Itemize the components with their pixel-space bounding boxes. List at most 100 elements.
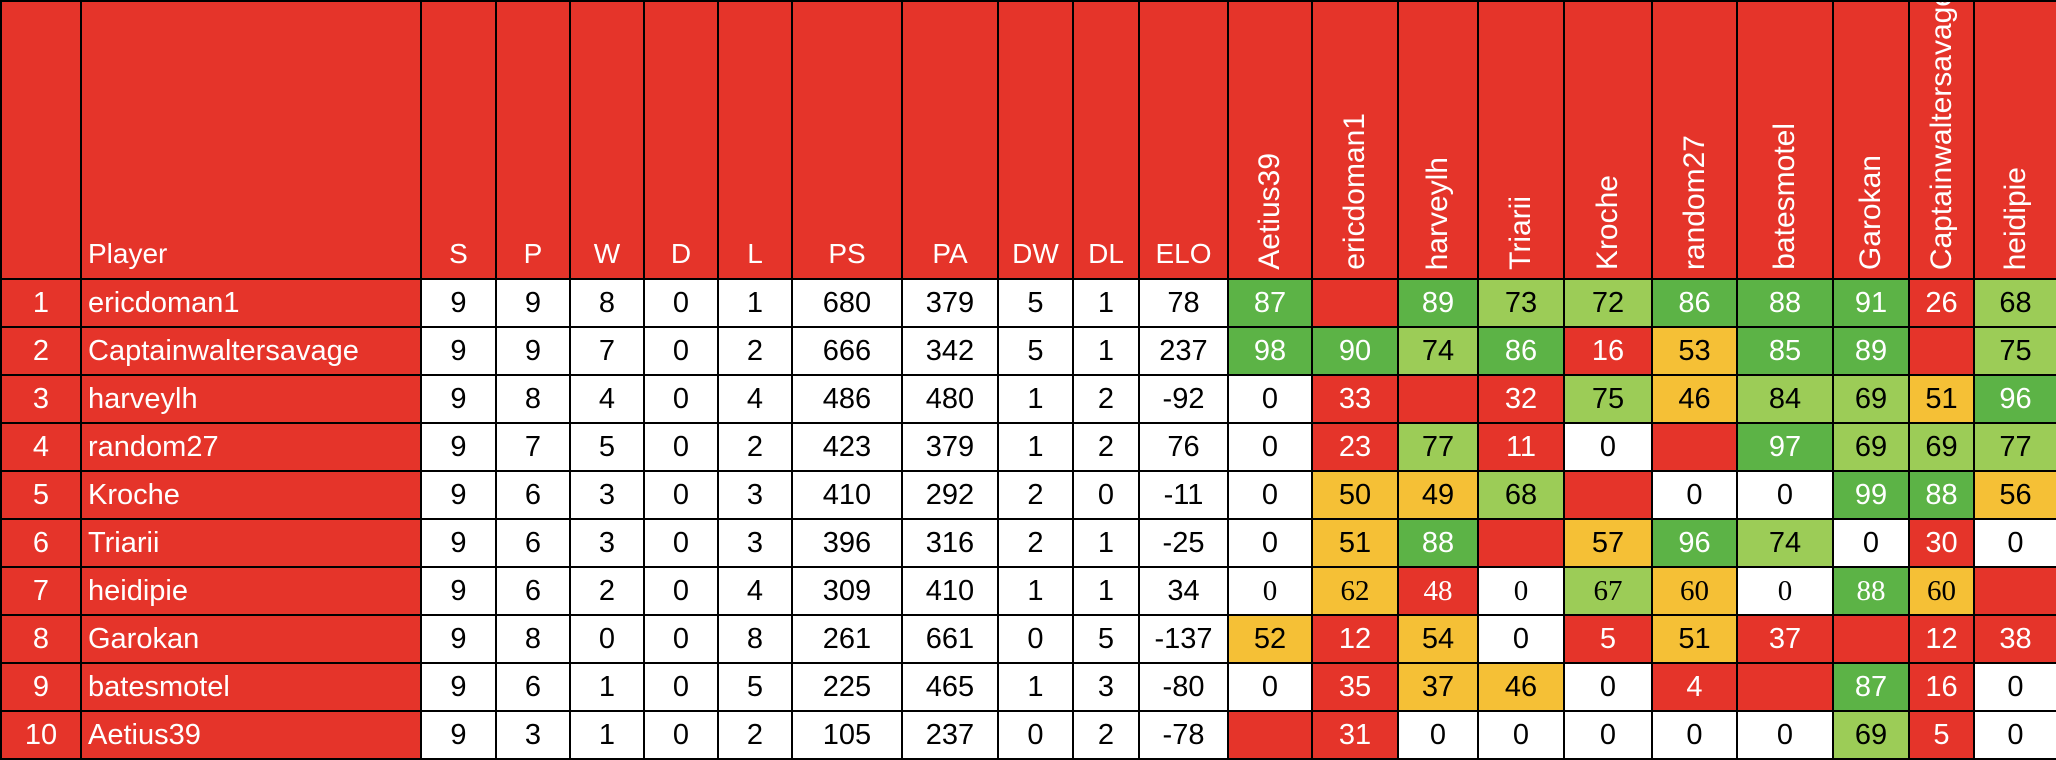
rank-cell: 2 [0,326,82,376]
matchup-cell-aetius39: 87 [1227,278,1313,328]
stat-cell-pa: 342 [901,326,999,376]
matchup-cell-kroche: 72 [1563,278,1653,328]
matchup-cell-aetius39: 0 [1227,662,1313,712]
stat-cell-ps: 225 [791,662,903,712]
matchup-cell-heidipie: 96 [1973,374,2056,424]
matchup-cell-kroche: 0 [1563,710,1653,760]
table-row: 9 batesmotel 9 6 1 0 5 225 465 1 3 -80 0 35 37 46 0 4 87 16… [0,662,2056,712]
matchup-cell-kroche: 16 [1563,326,1653,376]
matchup-cell-harveylh: 54 [1397,614,1479,664]
matchup-cell-kroche: 0 [1563,662,1653,712]
player-name-cell: Garokan [80,614,422,664]
stat-cell-w: 7 [569,326,645,376]
rank-cell: 9 [0,662,82,712]
stat-cell-dw: 2 [997,470,1074,520]
opponent-header-label: random27 [1677,134,1711,270]
stat-cell-ps: 486 [791,374,903,424]
player-header: Player [80,0,422,280]
stat-cell-dw: 5 [997,326,1074,376]
stat-header-dw: DW [997,0,1074,280]
opponent-header-label: Garokan [1854,154,1887,270]
matchup-cell-batesmotel: 0 [1736,710,1834,760]
matchup-cell-ericdoman1: 12 [1311,614,1399,664]
stat-cell-w: 3 [569,518,645,568]
matchup-cell-triarii: 0 [1477,566,1565,616]
stat-cell-s: 9 [420,566,497,616]
rank-cell: 1 [0,278,82,328]
opponent-header-random27: random27 [1651,0,1738,280]
stat-cell-dl: 2 [1072,374,1140,424]
matchup-cell-garokan: 89 [1832,326,1910,376]
opponent-header-ericdoman1: ericdoman1 [1311,0,1399,280]
matchup-cell-triarii: 46 [1477,662,1565,712]
opponent-header-label: heidipie [1998,166,2032,270]
opponent-header-label: ericdoman1 [1338,113,1371,270]
stat-cell-elo: -80 [1138,662,1229,712]
stat-header-d: D [643,0,719,280]
matchup-cell-kroche: 67 [1563,566,1653,616]
matchup-cell-harveylh: 0 [1397,710,1479,760]
stat-cell-pa: 379 [901,278,999,328]
matchup-cell-batesmotel: 97 [1736,422,1834,472]
matchup-cell-heidipie: 0 [1973,710,2056,760]
stat-cell-elo: 78 [1138,278,1229,328]
matchup-cell-garokan: 69 [1832,374,1910,424]
matchup-cell-random27: 86 [1651,278,1738,328]
table-row: 8 Garokan 9 8 0 0 8 261 661 0 5 -137 52 12 54 0 5 51 37 12 3… [0,614,2056,664]
matchup-cell-garokan: 0 [1832,518,1910,568]
opponent-header-kroche: Kroche [1563,0,1653,280]
stat-cell-ps: 105 [791,710,903,760]
matchup-cell-harveylh: 74 [1397,326,1479,376]
player-name-cell: Triarii [80,518,422,568]
stat-cell-w: 0 [569,614,645,664]
matchup-cell-kroche: 75 [1563,374,1653,424]
stat-cell-l: 4 [717,374,793,424]
opponent-header-captainwaltersavage: Captainwaltersavage [1908,0,1975,280]
stat-cell-elo: 34 [1138,566,1229,616]
matchup-cell-captainwaltersavage: 69 [1908,422,1975,472]
stat-cell-ps: 396 [791,518,903,568]
stat-cell-dw: 1 [997,662,1074,712]
stat-cell-dl: 1 [1072,566,1140,616]
matchup-cell-garokan: 69 [1832,710,1910,760]
stat-cell-d: 0 [643,326,719,376]
matchup-cell-ericdoman1: 31 [1311,710,1399,760]
matchup-cell-aetius39: 0 [1227,518,1313,568]
opponent-header-label: Captainwaltersavage [1924,1,1958,270]
stat-cell-dw: 1 [997,374,1074,424]
stat-cell-ps: 680 [791,278,903,328]
stat-cell-d: 0 [643,374,719,424]
stat-cell-elo: 76 [1138,422,1229,472]
stat-cell-l: 3 [717,470,793,520]
stat-cell-l: 8 [717,614,793,664]
matchup-cell-captainwaltersavage [1908,326,1975,376]
stat-cell-pa: 480 [901,374,999,424]
stat-cell-dl: 5 [1072,614,1140,664]
stat-cell-p: 8 [495,614,571,664]
matchup-cell-aetius39: 0 [1227,470,1313,520]
table-row: 3 harveylh 9 8 4 0 4 486 480 1 2 -92 0 33 32 75 46 84 69 51… [0,374,2056,424]
matchup-cell-captainwaltersavage: 88 [1908,470,1975,520]
stat-cell-ps: 423 [791,422,903,472]
player-name-cell: harveylh [80,374,422,424]
player-name-cell: heidipie [80,566,422,616]
stat-cell-dw: 2 [997,518,1074,568]
player-name-cell: ericdoman1 [80,278,422,328]
matchup-cell-aetius39: 0 [1227,566,1313,616]
matchup-cell-random27: 46 [1651,374,1738,424]
matchup-cell-random27: 60 [1651,566,1738,616]
stat-cell-p: 6 [495,662,571,712]
opponent-header-label: Aetius39 [1253,153,1286,270]
rank-cell: 4 [0,422,82,472]
stat-cell-w: 2 [569,566,645,616]
matchup-cell-garokan: 91 [1832,278,1910,328]
matchup-cell-random27 [1651,422,1738,472]
stat-header-dl: DL [1072,0,1140,280]
stat-header-w: W [569,0,645,280]
stat-cell-elo: 237 [1138,326,1229,376]
table-row: 5 Kroche 9 6 3 0 3 410 292 2 0 -11 0 50 49 68 0 0 99 88 56 [0,470,2056,520]
matchup-cell-heidipie: 75 [1973,326,2056,376]
stat-cell-elo: -25 [1138,518,1229,568]
matchup-cell-triarii [1477,518,1565,568]
matchup-cell-ericdoman1 [1311,278,1399,328]
